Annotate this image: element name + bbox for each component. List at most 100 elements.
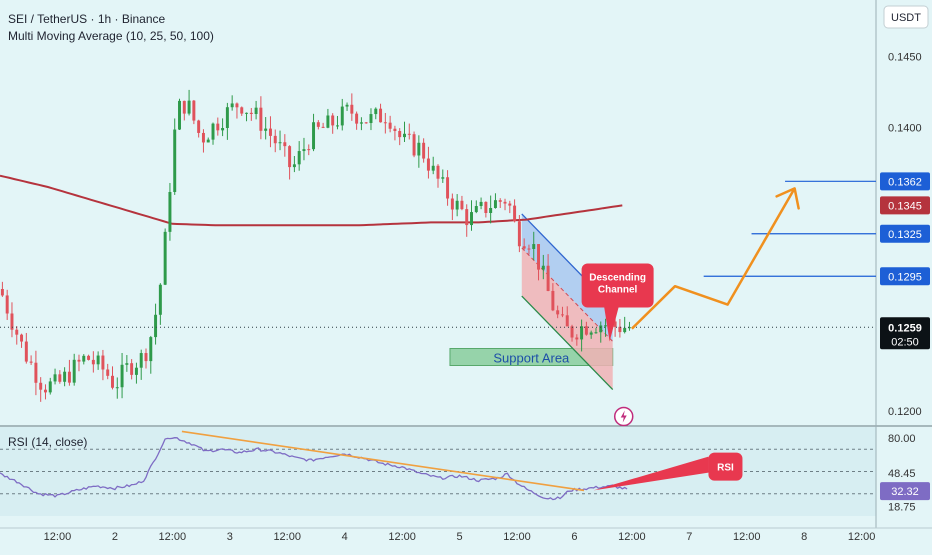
projection-arrowhead	[775, 187, 800, 210]
candle-body	[120, 364, 124, 388]
candle-body	[584, 326, 588, 335]
time-tick-label: 12:00	[733, 531, 761, 543]
candle-body	[517, 221, 521, 247]
candle-body	[503, 201, 507, 204]
candle-body	[273, 135, 277, 144]
candle-body	[302, 149, 306, 152]
candle-body	[560, 314, 564, 316]
candle-body	[527, 248, 531, 250]
candle-body	[403, 133, 406, 138]
candle-body	[436, 165, 440, 179]
candle-body	[67, 371, 71, 383]
candle-body	[254, 107, 258, 114]
candle-body	[546, 265, 550, 291]
candle-body	[489, 208, 493, 213]
candle-body	[599, 325, 603, 333]
time-tick-label: 6	[571, 531, 577, 543]
rsi-current-label: 32.32	[891, 486, 919, 498]
price-tick-label: 0.1400	[888, 123, 922, 135]
rsi-callout-label: RSI	[717, 463, 734, 474]
candle-body	[479, 201, 483, 207]
candle-body	[10, 313, 14, 330]
candle-body	[24, 341, 28, 362]
level-tag-label: 0.1362	[888, 176, 922, 188]
candle-body	[350, 104, 354, 114]
rsi-current-tag	[880, 482, 930, 501]
currency-label: USDT	[891, 12, 921, 24]
time-tick-label: 12:00	[618, 531, 646, 543]
candle-body	[211, 123, 215, 140]
currency-button[interactable]	[883, 5, 929, 29]
time-tick-label: 8	[801, 531, 807, 543]
candle-body	[264, 128, 268, 131]
candle-body	[474, 206, 478, 213]
candle-body	[101, 355, 105, 370]
candle-body	[144, 353, 148, 362]
level-tag-label: 0.1345	[888, 200, 922, 212]
candle-body	[197, 120, 201, 133]
candle-body	[187, 100, 191, 114]
candle-body	[111, 375, 114, 388]
candle-body	[460, 200, 464, 210]
candle-body	[388, 122, 392, 129]
time-tick-label: 12:00	[848, 531, 876, 543]
candle-body	[201, 132, 205, 143]
time-tick-label: 3	[227, 531, 233, 543]
time-tick-label: 12:00	[159, 531, 187, 543]
candle-body	[225, 107, 229, 129]
candle-body	[134, 367, 138, 375]
candle-body	[541, 265, 545, 270]
candle-body	[87, 355, 91, 360]
candle-body	[393, 128, 397, 132]
rsi-line	[0, 437, 628, 501]
candle-body	[91, 359, 95, 365]
candle-body	[374, 108, 378, 115]
channel-callout-box	[581, 263, 654, 308]
level-tag	[880, 224, 930, 243]
moving-average-line	[0, 174, 623, 227]
candle-body	[412, 134, 416, 156]
flash-icon-bolt	[620, 410, 627, 423]
candle-body	[565, 315, 569, 327]
time-tick-label: 2	[112, 531, 118, 543]
candle-body	[441, 177, 445, 179]
candle-body	[106, 369, 110, 376]
candle-body	[355, 113, 359, 124]
candle-body	[331, 115, 335, 126]
channel-middle-line	[521, 247, 614, 342]
current-price-label: 0.1259	[888, 322, 922, 334]
candle-body	[589, 332, 593, 335]
candle-body	[139, 353, 143, 368]
candle-body	[484, 201, 488, 213]
current-price-tag	[880, 317, 930, 350]
candle-body	[259, 107, 263, 131]
candle-body	[149, 337, 153, 362]
candles-group	[0, 89, 631, 402]
candle-body	[5, 295, 9, 314]
rsi-tick-label: 80.00	[888, 433, 916, 445]
candle-body	[297, 151, 301, 165]
candle-body	[82, 355, 86, 362]
rsi-trendline	[181, 430, 585, 492]
candle-body	[575, 337, 579, 340]
candle-body	[72, 359, 76, 383]
candle-body	[551, 290, 555, 311]
candle-body	[249, 112, 253, 114]
candle-body	[283, 142, 287, 147]
candle-body	[422, 142, 426, 159]
candle-body	[359, 122, 363, 124]
indicator-label: Multi Moving Average (10, 25, 50, 100)	[8, 29, 214, 43]
candle-body	[125, 363, 129, 365]
candle-body	[470, 212, 473, 226]
candle-body	[0, 289, 4, 296]
candle-body	[34, 362, 38, 383]
candle-body	[173, 129, 177, 192]
candle-body	[216, 123, 220, 131]
time-tick-label: 12:00	[503, 531, 531, 543]
time-tick-label: 4	[342, 531, 348, 543]
candle-body	[178, 100, 181, 130]
candle-body	[192, 100, 196, 121]
candle-body	[43, 389, 47, 393]
